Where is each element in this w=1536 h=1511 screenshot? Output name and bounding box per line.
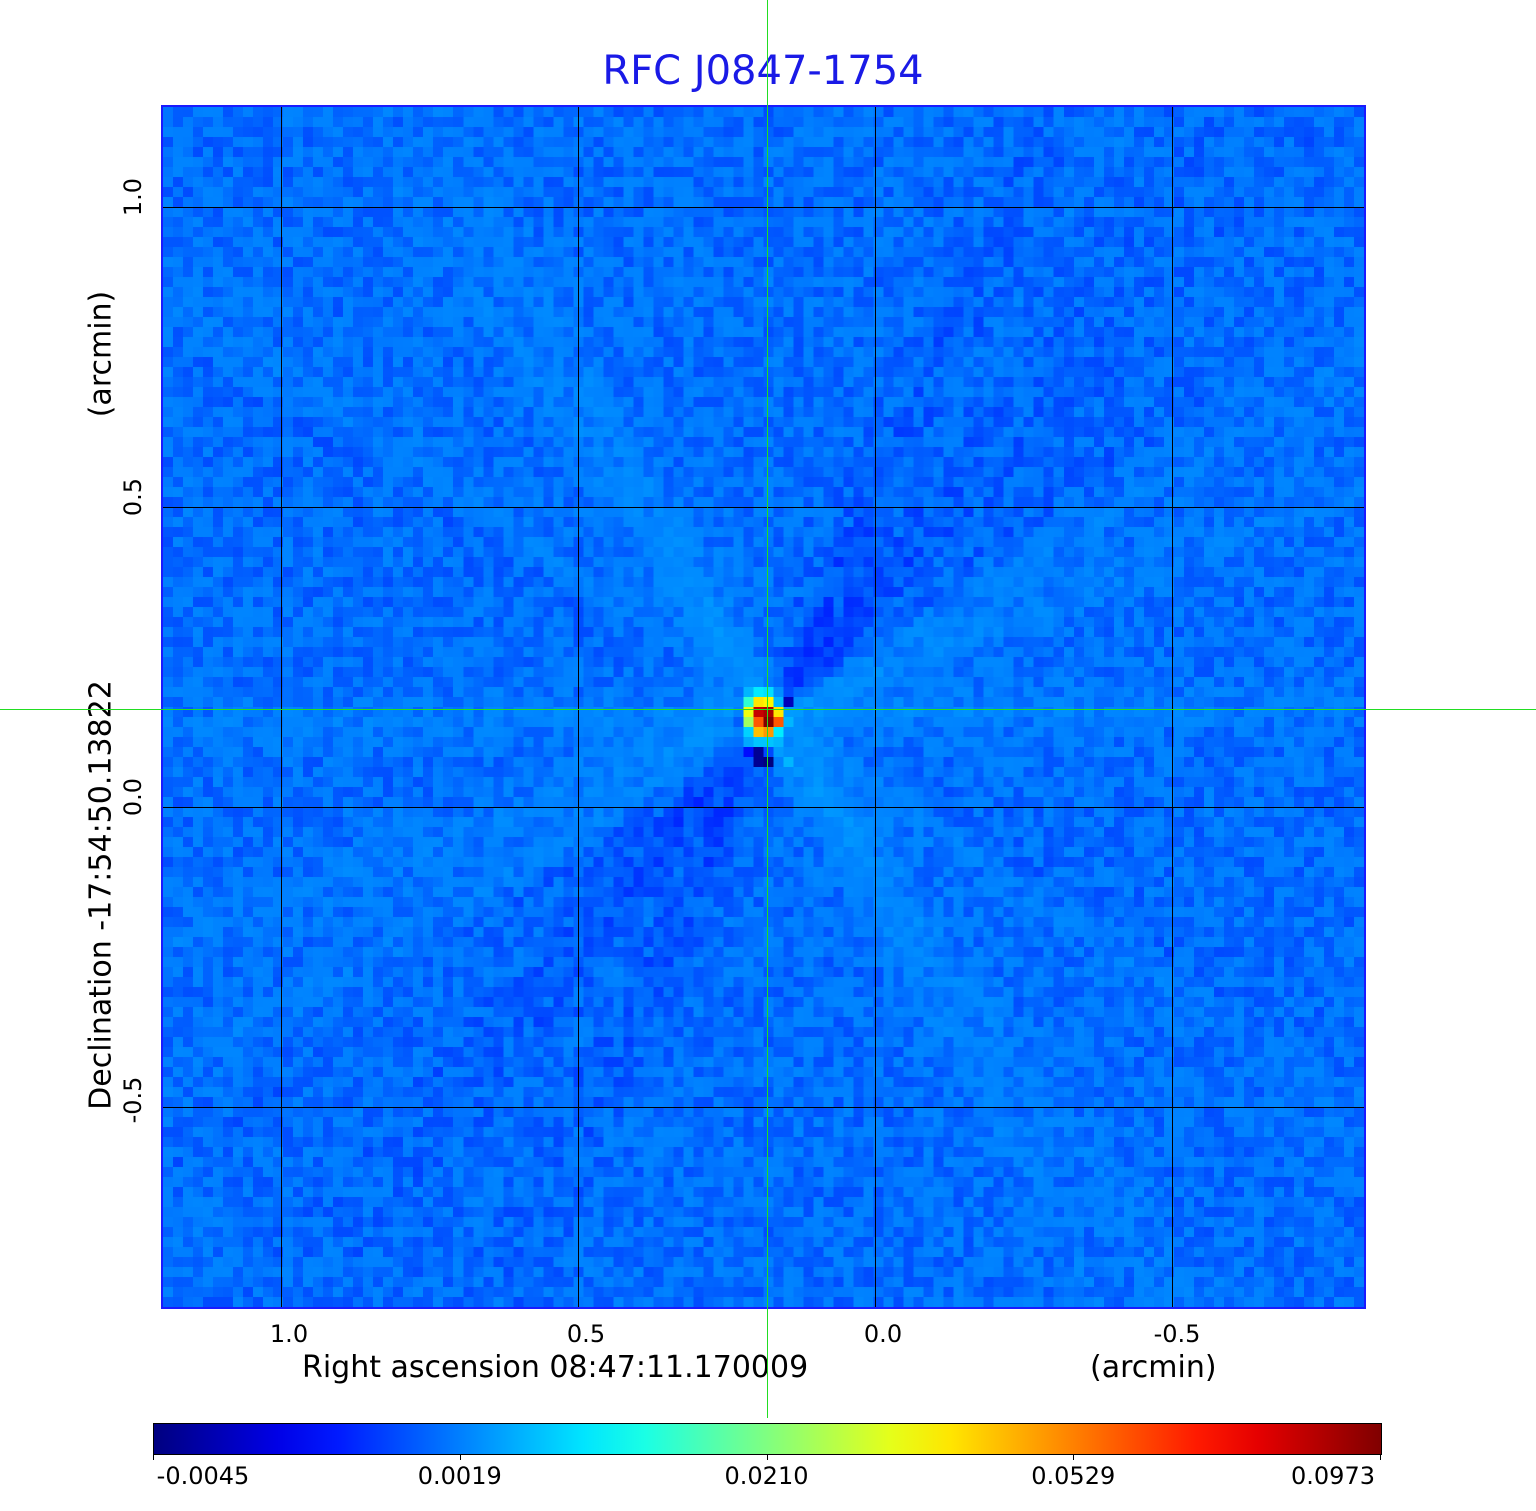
grid-line-x [1172,107,1173,1307]
chart-title: RFC J0847-1754 [602,48,924,94]
grid-line-y [163,1107,1364,1108]
x-tick-label: 0.5 [566,1320,606,1348]
plot-frame [161,105,1366,1309]
colorbar-tick-label: 0.0973 [1291,1462,1375,1490]
grid-line-y [163,207,1364,208]
grid-line-x [281,107,282,1307]
grid-line-y [163,507,1364,508]
colorbar-tick-label: -0.0045 [156,1462,250,1490]
grid-line-x [578,107,579,1307]
colorbar-tick-label: 0.0019 [417,1462,502,1490]
y-tick-label: 1.0 [119,177,147,217]
colorbar-tick-label: 0.0210 [724,1462,809,1490]
colorbar [153,1423,1382,1455]
colorbar-tick-label: 0.0529 [1031,1462,1116,1490]
grid-line-y [163,807,1364,808]
grid-line-x [875,107,876,1307]
y-tick-label: 0.5 [119,477,147,517]
x-axis-unit: (arcmin) [1090,1350,1217,1385]
x-tick-label: 0.0 [863,1320,903,1348]
colorbar-tick [459,1454,461,1460]
colorbar-tick [1380,1454,1381,1460]
y-axis-label: Declination -17:54:50.13822 [83,680,119,1110]
colorbar-tick [153,1454,154,1460]
colorbar-tick [766,1454,768,1460]
y-tick-label: 0.0 [119,777,147,817]
x-tick-label: 1.0 [269,1320,309,1348]
y-tick-label: -0.5 [119,1076,147,1124]
y-axis-unit: (arcmin) [83,290,119,418]
colorbar-tick [1073,1454,1075,1460]
x-tick-label: -0.5 [1153,1320,1201,1348]
crosshair-horizontal [0,709,1536,710]
x-axis-label: Right ascension 08:47:11.170009 [302,1350,809,1385]
